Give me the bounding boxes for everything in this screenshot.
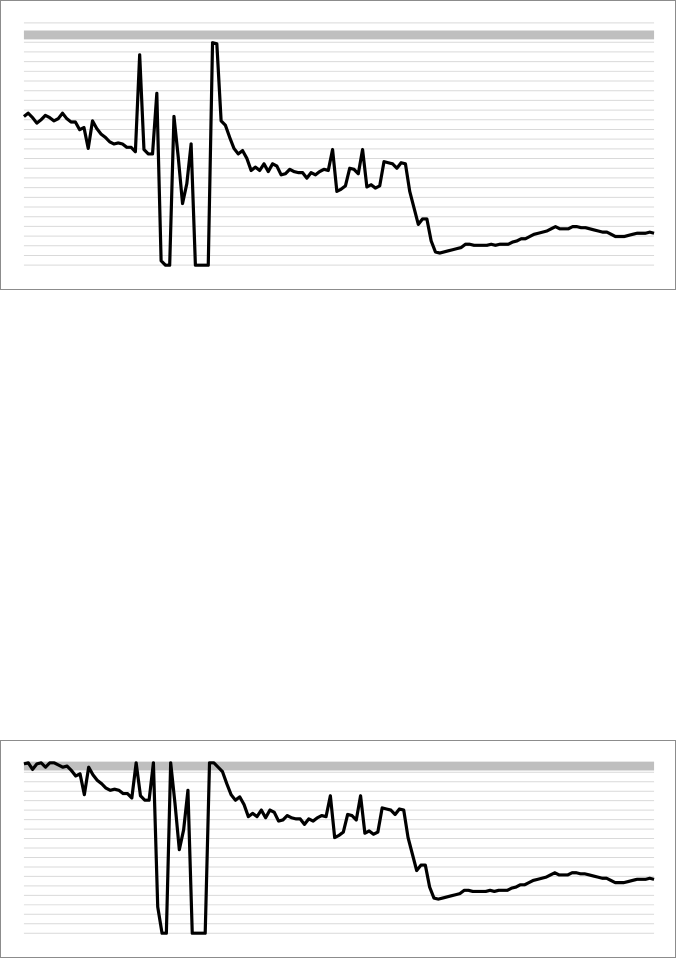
top-chart-series-line: [22, 41, 655, 267]
bottom-chart-series-line: [23, 761, 655, 935]
bottom-line-chart-svg: [23, 761, 655, 935]
bottom-line-chart: [0, 740, 676, 958]
top-line-chart-svg: [22, 22, 655, 267]
top-line-chart: [0, 0, 676, 290]
